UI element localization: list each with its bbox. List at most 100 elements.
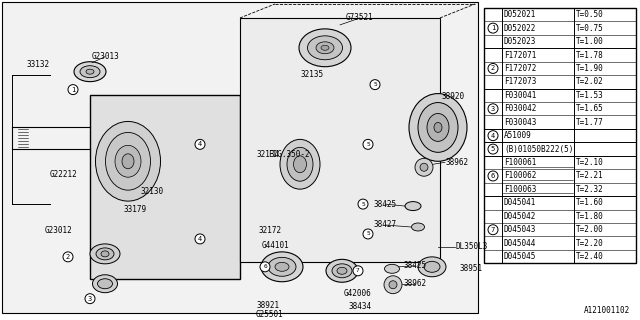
Circle shape	[488, 104, 498, 114]
Ellipse shape	[261, 252, 303, 282]
Text: T=0.75: T=0.75	[576, 24, 604, 33]
Text: 2: 2	[66, 254, 70, 260]
Text: 38951: 38951	[460, 264, 483, 273]
Bar	[484, 8, 636, 263]
Text: T=1.78: T=1.78	[576, 51, 604, 60]
Ellipse shape	[115, 145, 141, 177]
Text: T=0.50: T=0.50	[576, 10, 604, 19]
Text: 38962: 38962	[403, 279, 427, 288]
Text: 4: 4	[198, 236, 202, 242]
Bar	[240, 18, 440, 262]
Ellipse shape	[93, 275, 118, 293]
Circle shape	[488, 144, 498, 154]
Text: D045045: D045045	[504, 252, 536, 261]
Text: 3: 3	[491, 106, 495, 112]
Ellipse shape	[95, 122, 161, 201]
Circle shape	[195, 140, 205, 149]
Text: 5: 5	[366, 231, 370, 236]
Text: T=1.00: T=1.00	[576, 37, 604, 46]
Text: 33179: 33179	[124, 204, 147, 213]
Text: 6: 6	[491, 173, 495, 179]
Text: T=1.53: T=1.53	[576, 91, 604, 100]
Circle shape	[389, 281, 397, 289]
Text: F172071: F172071	[504, 51, 536, 60]
Ellipse shape	[427, 114, 449, 141]
Text: D052022: D052022	[504, 24, 536, 33]
Circle shape	[195, 234, 205, 244]
Ellipse shape	[97, 279, 113, 289]
Ellipse shape	[321, 45, 329, 50]
Text: T=2.10: T=2.10	[576, 158, 604, 167]
Text: 6: 6	[263, 264, 267, 269]
Circle shape	[63, 252, 73, 262]
Circle shape	[488, 171, 498, 181]
Text: 5: 5	[491, 146, 495, 152]
Ellipse shape	[409, 93, 467, 161]
Ellipse shape	[275, 262, 289, 271]
Text: 38425: 38425	[403, 261, 427, 270]
Bar	[2, 2, 478, 313]
Text: A121001102: A121001102	[584, 306, 630, 315]
Text: F172073: F172073	[504, 77, 536, 86]
Ellipse shape	[80, 66, 100, 78]
Text: (B)01050B222(5): (B)01050B222(5)	[504, 145, 573, 154]
Circle shape	[363, 140, 373, 149]
Text: G42006: G42006	[343, 289, 371, 298]
Circle shape	[384, 276, 402, 294]
Circle shape	[488, 23, 498, 33]
Text: 5: 5	[373, 82, 377, 87]
Ellipse shape	[434, 123, 442, 132]
Ellipse shape	[280, 140, 320, 189]
Text: 38921: 38921	[257, 301, 280, 310]
Text: 1: 1	[71, 87, 75, 92]
Ellipse shape	[385, 264, 399, 273]
Text: 7: 7	[491, 227, 495, 233]
Text: D052023: D052023	[504, 37, 536, 46]
Text: 38434: 38434	[348, 302, 372, 311]
Ellipse shape	[316, 42, 334, 54]
Ellipse shape	[405, 202, 421, 211]
Text: F100062: F100062	[504, 172, 536, 180]
Text: 38427: 38427	[373, 220, 397, 229]
Ellipse shape	[332, 264, 352, 278]
Text: T=1.65: T=1.65	[576, 104, 604, 113]
Text: 5: 5	[361, 202, 365, 207]
Circle shape	[358, 199, 368, 209]
Text: G73521: G73521	[346, 13, 374, 22]
Text: 38425: 38425	[373, 200, 397, 209]
Text: F030042: F030042	[504, 104, 536, 113]
Text: D045041: D045041	[504, 198, 536, 207]
Text: 38962: 38962	[445, 158, 468, 167]
Text: G22212: G22212	[50, 170, 77, 179]
Text: 5: 5	[366, 142, 370, 147]
Ellipse shape	[418, 257, 446, 277]
Text: 32172: 32172	[259, 227, 282, 236]
Text: D045044: D045044	[504, 239, 536, 248]
Text: 4: 4	[491, 133, 495, 139]
Text: A51009: A51009	[504, 131, 532, 140]
Text: F030041: F030041	[504, 91, 536, 100]
Text: T=2.20: T=2.20	[576, 239, 604, 248]
Text: 7: 7	[356, 268, 360, 273]
Text: 33132: 33132	[26, 60, 49, 69]
Text: T=1.90: T=1.90	[576, 64, 604, 73]
Ellipse shape	[299, 29, 351, 67]
Text: DL350L3: DL350L3	[455, 242, 488, 252]
Text: G23012: G23012	[45, 227, 73, 236]
Circle shape	[85, 294, 95, 304]
Text: G25501: G25501	[256, 310, 284, 319]
Ellipse shape	[294, 156, 307, 173]
Circle shape	[370, 80, 380, 90]
Ellipse shape	[307, 36, 342, 60]
Bar	[90, 95, 240, 279]
Ellipse shape	[122, 154, 134, 169]
Circle shape	[353, 266, 363, 276]
Ellipse shape	[424, 261, 440, 272]
Ellipse shape	[268, 257, 296, 276]
Text: G44101: G44101	[261, 241, 289, 251]
Text: T=2.40: T=2.40	[576, 252, 604, 261]
Text: 38920: 38920	[442, 92, 465, 101]
Text: T=2.00: T=2.00	[576, 225, 604, 234]
Text: D045042: D045042	[504, 212, 536, 221]
Circle shape	[260, 262, 270, 272]
